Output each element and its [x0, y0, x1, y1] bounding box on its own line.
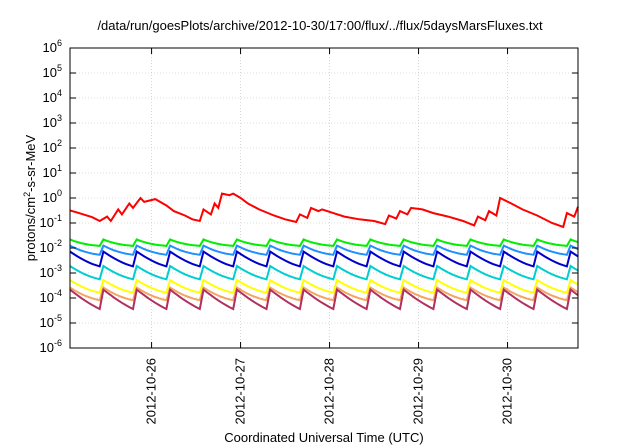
series-line [69, 264, 579, 281]
series-line [69, 244, 579, 256]
x-tick-label: 2012-10-30 [500, 358, 515, 425]
y-tick-label: 10-2 [40, 238, 62, 255]
y-tick-label: 100 [43, 188, 62, 205]
series-line [69, 238, 579, 247]
y-tick-label: 101 [43, 163, 62, 180]
y-tick-label: 10-5 [40, 313, 62, 330]
chart-title: /data/run/goesPlots/archive/2012-10-30/1… [97, 18, 543, 33]
series-line [69, 249, 579, 268]
x-tick-label: 2012-10-28 [322, 358, 337, 425]
y-tick-label: 102 [43, 138, 62, 155]
y-tick-label: 105 [43, 63, 62, 80]
x-tick-label: 2012-10-26 [144, 358, 159, 425]
y-tick-label: 10-4 [40, 288, 62, 305]
series-line [69, 278, 579, 294]
y-tick-label: 106 [43, 38, 62, 55]
y-tick-label: 104 [43, 88, 62, 105]
y-tick-label: 10-1 [40, 213, 62, 230]
x-tick-label: 2012-10-29 [411, 358, 426, 425]
series-line [69, 192, 579, 229]
y-tick-label: 10-3 [40, 263, 62, 280]
series-line [69, 287, 579, 311]
y-tick-label: 103 [43, 113, 62, 130]
x-axis-ticks: 2012-10-26 2012-10-27 2012-10-28 2012-10-29… [144, 48, 515, 425]
x-tick-label: 2012-10-27 [233, 358, 248, 425]
data-series [69, 192, 579, 311]
y-tick-label: 10-6 [40, 338, 62, 355]
x-axis-label: Coordinated Universal Time (UTC) [224, 430, 424, 445]
y-axis-ticks: 10-6 10-5 10-4 10-3 10-2 10-1 100 101 102 103 104 1… [40, 38, 578, 355]
series-line [69, 286, 579, 302]
